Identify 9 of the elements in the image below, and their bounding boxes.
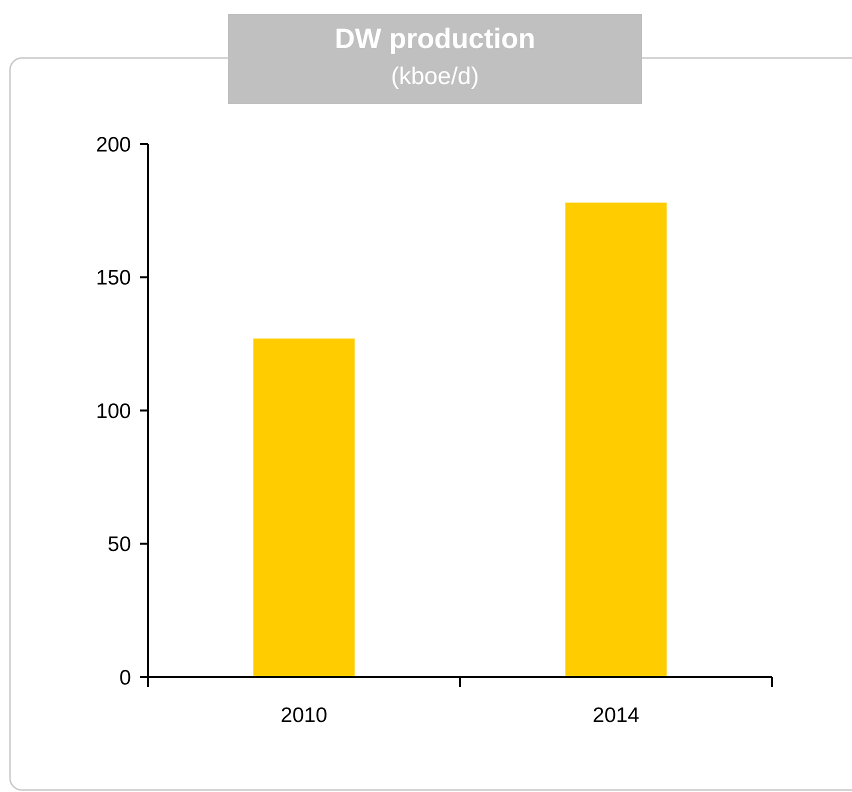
y-tick-label: 100 bbox=[96, 400, 131, 423]
y-tick-label: 0 bbox=[119, 666, 131, 690]
x-tick-label: 2010 bbox=[280, 704, 328, 727]
y-tick-label: 50 bbox=[108, 533, 131, 556]
chart-subtitle: (kboe/d) bbox=[390, 63, 480, 90]
x-tick-label: 2014 bbox=[592, 704, 640, 727]
y-tick-label: 200 bbox=[96, 133, 131, 156]
chart-title: DW production bbox=[334, 23, 536, 54]
y-tick-label: 150 bbox=[96, 266, 131, 290]
